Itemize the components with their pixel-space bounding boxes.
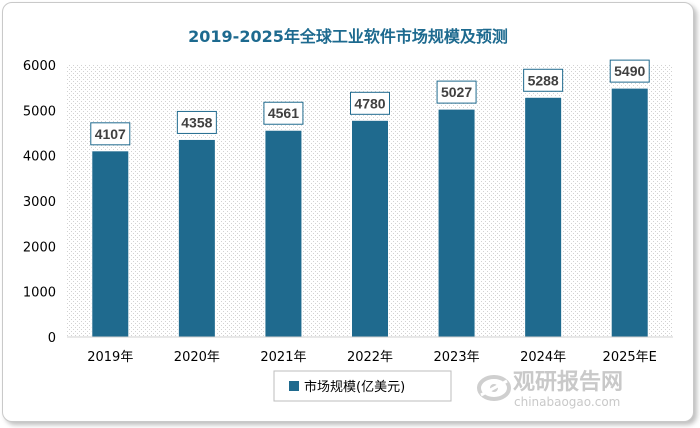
legend: 市场规模(亿美元) [273, 370, 452, 402]
legend-swatch [289, 381, 299, 391]
y-tick-label: 0 [48, 331, 56, 346]
y-tick-label: 6000 [23, 59, 56, 74]
legend-box [273, 370, 452, 402]
data-label: 4358 [181, 114, 212, 130]
watermark-logo-icon [477, 375, 511, 401]
data-label-box [90, 122, 131, 146]
bar [524, 96, 563, 338]
data-label-box [609, 59, 650, 83]
y-axis: 0 1000 2000 3000 4000 5000 6000 [23, 59, 56, 346]
x-axis: 2019年 2020年 2021年 2022年 2023年 2024年 2025年E [67, 336, 673, 365]
bar [437, 108, 476, 338]
x-tick-label: 2022年 [347, 350, 393, 365]
x-tick-label: 2024年 [520, 350, 566, 365]
x-tick-label: 2019年 [87, 350, 133, 365]
y-tick-label: 5000 [23, 104, 56, 119]
data-label: 5288 [528, 72, 559, 88]
bar [264, 129, 303, 338]
watermark: 观研报告网 chinabaogao.com [477, 370, 623, 409]
y-tick-label: 1000 [23, 286, 56, 301]
legend-label: 市场规模(亿美元) [304, 379, 405, 395]
y-tick-label: 3000 [23, 195, 56, 210]
y-tick-label: 4000 [23, 150, 56, 165]
bar [351, 119, 389, 338]
x-tick-label: 2020年 [174, 350, 220, 365]
bar [610, 87, 649, 338]
x-tick-label: 2025年E [603, 350, 657, 365]
data-label: 5490 [614, 63, 645, 79]
bar [91, 150, 130, 338]
data-label: 4780 [354, 95, 385, 111]
data-label-box [523, 68, 564, 92]
x-tick-label: 2023年 [434, 350, 480, 365]
data-label-box [436, 80, 477, 104]
watermark-url: chinabaogao.com [514, 395, 620, 409]
data-label: 4561 [268, 105, 299, 121]
chart-title: 2019-2025年全球工业软件市场规模及预测 [188, 27, 508, 46]
data-label: 4107 [95, 126, 126, 142]
data-labels: 4107 4358 4561 4780 5027 5288 5490 [90, 59, 650, 146]
data-label-box [350, 91, 390, 115]
data-label-box [263, 101, 304, 125]
data-label: 5027 [441, 84, 472, 100]
y-tick-label: 2000 [23, 240, 56, 255]
x-tick-label: 2021年 [260, 350, 306, 365]
bar [177, 138, 216, 338]
data-label-box [176, 110, 217, 134]
chart-frame: 2019-2025年全球工业软件市场规模及预测 0 1000 2000 3000 400… [2, 2, 694, 422]
bar-series [91, 87, 649, 338]
watermark-text: 观研报告网 [513, 370, 623, 395]
bar-chart: 2019-2025年全球工业软件市场规模及预测 0 1000 2000 3000 400… [23, 27, 673, 409]
